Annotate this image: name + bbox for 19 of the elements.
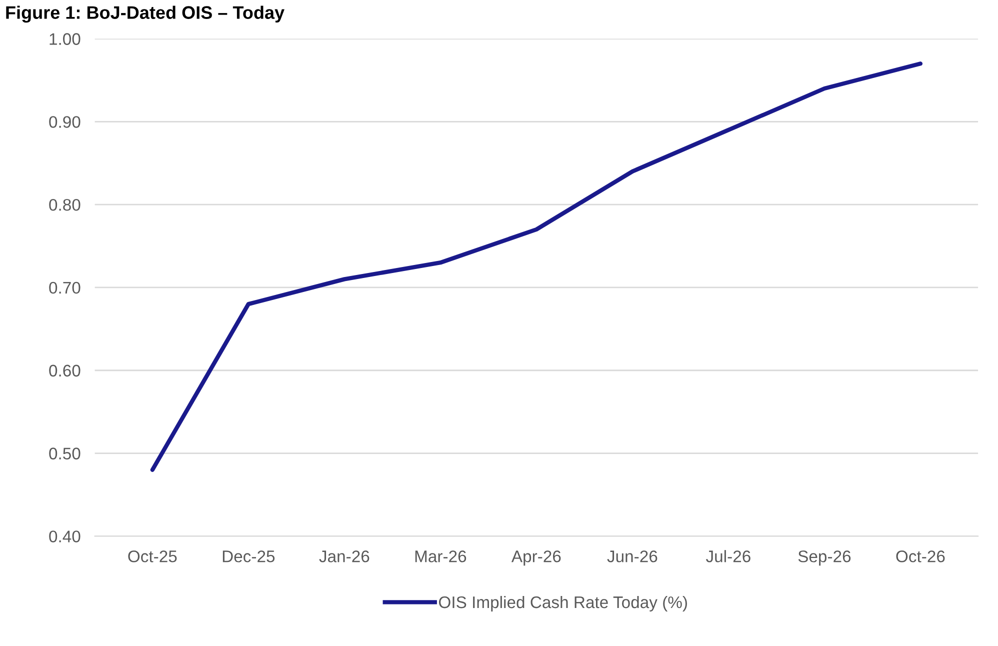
x-tick-label: Sep-26 (798, 550, 851, 566)
y-tick-label: 0.60 (49, 364, 80, 377)
y-tick-label: 0.80 (49, 198, 80, 211)
x-tick-label: Dec-25 (222, 550, 275, 562)
x-tick-label: Oct-25 (128, 550, 177, 562)
x-tick-label: Jun-26 (607, 550, 658, 562)
y-tick-label: 0.90 (49, 116, 80, 128)
chart-title: Figure 1: BoJ-Dated OIS – Today (6, 6, 284, 23)
y-tick-label: 0.50 (49, 448, 80, 460)
legend-label: OIS Implied Cash Rate Today (%) (438, 596, 687, 612)
y-tick-label: 0.70 (49, 282, 80, 294)
x-tick-label: Oct-26 (896, 550, 945, 562)
x-tick-label: Jan-26 (319, 550, 370, 562)
line-series (150, 62, 923, 472)
x-tick-label: Apr-26 (511, 550, 561, 566)
y-tick-label: 1.00 (50, 33, 80, 45)
y-tick-label: 0.40 (49, 530, 80, 542)
x-tick-label: Jul-26 (706, 550, 750, 562)
x-tick-label: Mar-26 (415, 550, 466, 562)
